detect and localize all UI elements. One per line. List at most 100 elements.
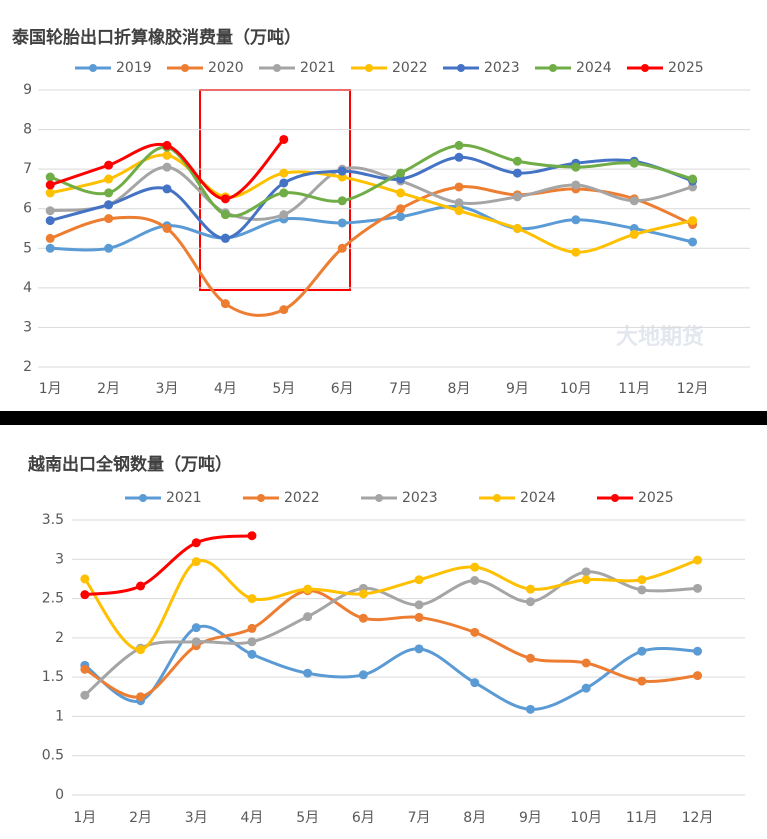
data-point	[688, 216, 698, 226]
x-tick-label: 6月	[331, 381, 354, 397]
legend-marker	[549, 64, 557, 72]
data-point	[279, 188, 289, 198]
legend-label: 2021	[300, 60, 336, 76]
data-point	[358, 613, 368, 623]
data-point	[470, 576, 480, 585]
data-point	[512, 192, 522, 202]
data-point	[693, 583, 703, 593]
x-tick-label: 4月	[214, 381, 237, 397]
x-tick-label: 10月	[570, 810, 602, 826]
data-point	[454, 152, 464, 162]
data-point	[80, 690, 90, 700]
data-point	[525, 597, 535, 607]
legend-marker	[139, 494, 147, 502]
data-point	[470, 678, 480, 688]
data-point	[45, 206, 55, 216]
data-point	[136, 581, 146, 591]
y-tick-label: 7	[23, 161, 32, 177]
data-point	[396, 204, 406, 214]
legend-marker	[365, 64, 373, 72]
x-tick-label: 3月	[156, 381, 179, 397]
separator	[0, 411, 767, 425]
legend-label: 2023	[484, 60, 520, 76]
x-tick-label: 7月	[389, 381, 412, 397]
data-point	[279, 305, 289, 315]
data-point	[136, 645, 146, 655]
data-point	[220, 299, 230, 309]
data-point	[581, 567, 591, 577]
data-point	[637, 575, 647, 585]
data-point	[104, 188, 114, 198]
x-tick-label: 8月	[463, 810, 486, 826]
data-point	[191, 637, 201, 647]
legend-label: 2025	[668, 60, 704, 76]
legend-label: 2020	[208, 60, 244, 76]
data-point	[45, 243, 55, 253]
data-point	[414, 644, 424, 654]
data-point	[688, 237, 698, 247]
data-point	[525, 704, 535, 714]
legend-label: 2024	[520, 490, 556, 506]
data-point	[358, 589, 368, 599]
data-point	[247, 531, 257, 541]
x-tick-label: 12月	[682, 810, 714, 826]
series-line	[84, 534, 253, 597]
data-point	[454, 140, 464, 150]
data-point	[688, 174, 698, 184]
data-point	[45, 180, 55, 190]
y-tick-label: 3	[23, 319, 32, 335]
data-point	[629, 196, 639, 206]
data-point	[220, 210, 230, 220]
data-point	[581, 658, 591, 668]
data-point	[454, 198, 464, 208]
legend-label: 2022	[284, 490, 320, 506]
data-point	[104, 243, 114, 253]
x-tick-label: 6月	[352, 810, 375, 826]
data-point	[454, 206, 464, 216]
data-point	[247, 594, 257, 604]
data-point	[525, 653, 535, 663]
data-point	[162, 150, 172, 160]
data-point	[581, 575, 591, 585]
y-tick-label: 0	[55, 787, 64, 803]
chart-title: 越南出口全钢数量（万吨）	[27, 454, 232, 475]
data-point	[191, 623, 201, 633]
x-tick-label: 8月	[448, 381, 471, 397]
x-tick-label: 12月	[677, 381, 709, 397]
data-point	[104, 200, 114, 210]
data-point	[358, 670, 368, 680]
data-point	[337, 218, 347, 228]
y-tick-label: 2.5	[42, 591, 64, 607]
data-point	[337, 166, 347, 176]
data-point	[80, 664, 90, 674]
x-tick-label: 9月	[519, 810, 542, 826]
legend-label: 2022	[392, 60, 428, 76]
data-point	[220, 233, 230, 243]
data-point	[414, 600, 424, 610]
data-point	[693, 646, 703, 656]
x-tick-label: 10月	[560, 381, 592, 397]
data-point	[637, 676, 647, 686]
x-tick-label: 9月	[506, 381, 529, 397]
x-tick-label: 5月	[272, 381, 295, 397]
x-tick-label: 5月	[296, 810, 319, 826]
data-point	[162, 162, 172, 172]
y-tick-label: 2	[23, 359, 32, 375]
y-tick-label: 9	[23, 82, 32, 98]
y-tick-label: 5	[23, 240, 32, 256]
watermark: 大地期货	[616, 324, 704, 350]
legend-label: 2025	[638, 490, 674, 506]
data-point	[512, 156, 522, 166]
data-point	[629, 158, 639, 168]
data-point	[454, 182, 464, 192]
data-point	[525, 584, 535, 594]
data-point	[303, 612, 313, 622]
legend-marker	[89, 64, 97, 72]
data-point	[279, 168, 289, 178]
data-point	[162, 184, 172, 194]
legend-label: 2019	[116, 60, 152, 76]
data-point	[247, 649, 257, 659]
data-point	[571, 162, 581, 172]
data-point	[191, 557, 201, 567]
data-point	[45, 172, 55, 182]
